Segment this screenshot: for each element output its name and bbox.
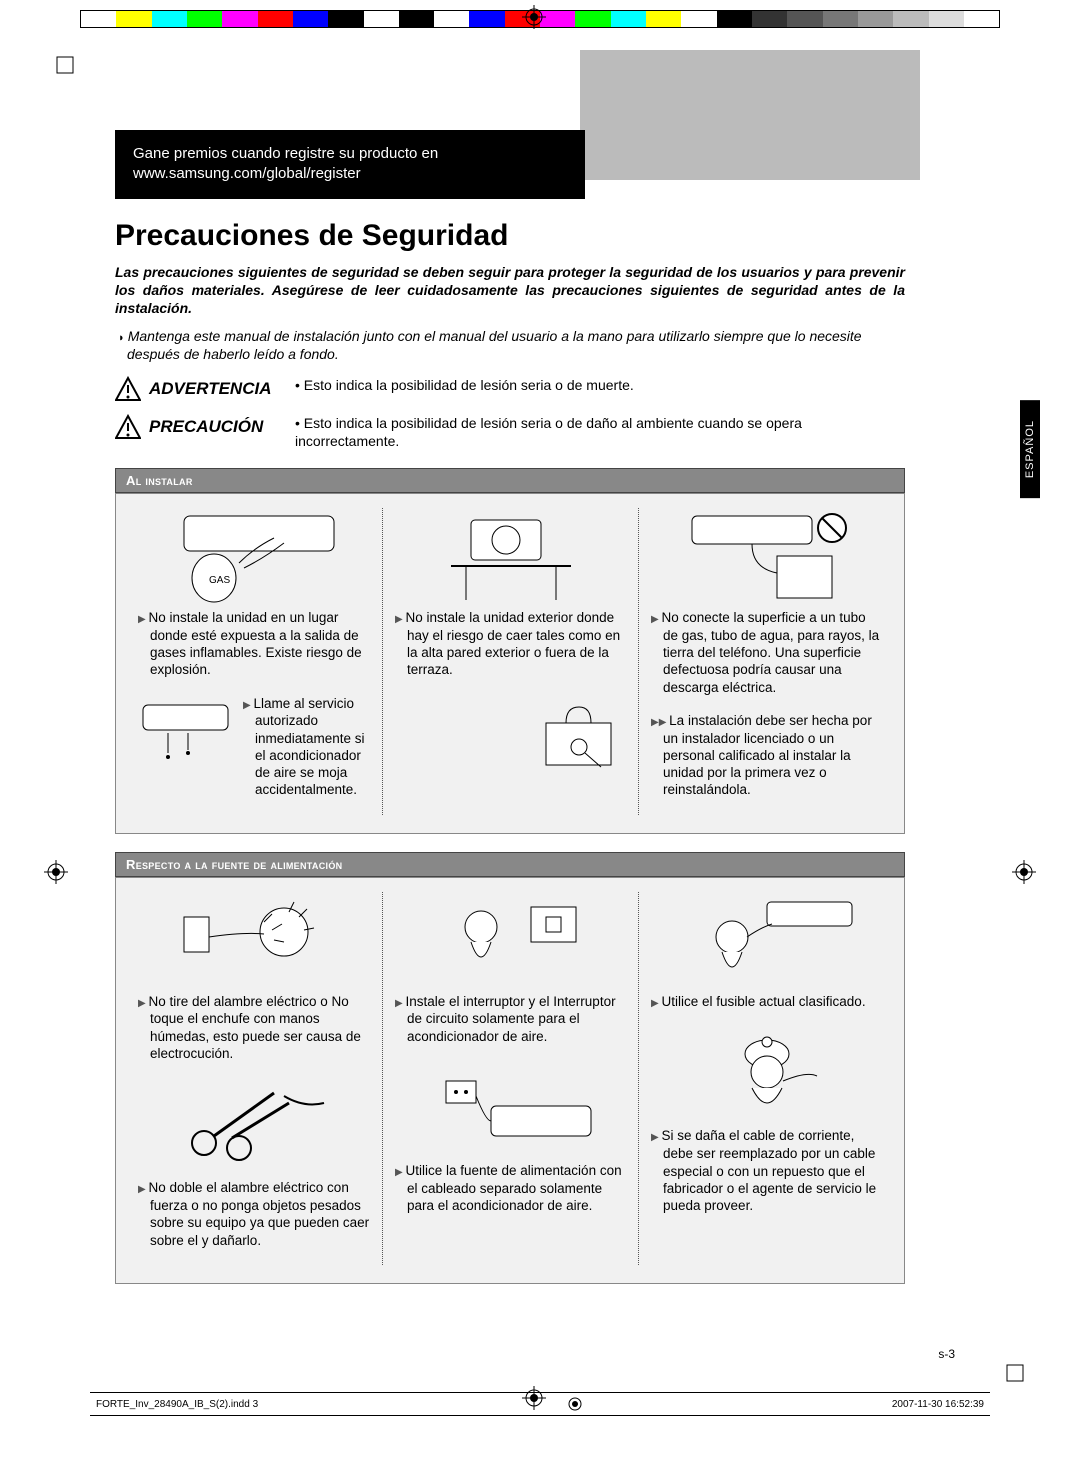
page-content: Gane premios cuando registre su producto… bbox=[115, 130, 905, 1284]
caution-label: PRECAUCIÓN bbox=[149, 417, 263, 437]
caution-row: PRECAUCIÓN • Esto indica la posibilidad … bbox=[115, 414, 905, 450]
registration-mark-icon bbox=[56, 56, 74, 74]
page-number: s-3 bbox=[938, 1347, 955, 1361]
install-col-2: No instale la unidad exterior donde hay … bbox=[382, 508, 638, 815]
illus-scissors-cord bbox=[138, 1078, 370, 1173]
warning-text: • Esto indica la posibilidad de lesión s… bbox=[295, 376, 905, 394]
illus-wet-hand-plug bbox=[138, 892, 370, 987]
section-power-title: Respecto a la fuente de alimentación bbox=[115, 852, 905, 877]
caption-installer: La instalación debe ser hecha por un ins… bbox=[651, 712, 882, 799]
manual-note: Mantenga este manual de instalación junt… bbox=[115, 327, 905, 363]
svg-text:GAS: GAS bbox=[209, 575, 230, 586]
registration-target-icon bbox=[522, 5, 546, 29]
registration-mark-icon bbox=[1006, 1364, 1024, 1382]
registration-target-icon bbox=[1012, 860, 1036, 884]
caution-text: • Esto indica la posibilidad de lesión s… bbox=[295, 414, 905, 450]
power-col-3: Utilice el fusible actual clasificado. S… bbox=[638, 892, 894, 1265]
banner-line-1: Gane premios cuando registre su producto… bbox=[133, 145, 438, 162]
illus-outlet-unit bbox=[395, 1061, 626, 1156]
caption-fall: No instale la unidad exterior donde hay … bbox=[395, 609, 626, 679]
footer-timestamp: 2007-11-30 16:52:39 bbox=[892, 1399, 984, 1410]
caption-fuse: Utilice el fusible actual clasificado. bbox=[651, 993, 882, 1011]
print-footer: FORTE_Inv_28490A_IB_S(2).indd 3 2007-11-… bbox=[90, 1392, 990, 1416]
registration-target-icon bbox=[44, 860, 68, 884]
warning-triangle-icon bbox=[115, 376, 141, 402]
caption-bend-cord: No doble el alambre eléctrico con fuerza… bbox=[138, 1179, 370, 1249]
caption-wet-hand: No tire del alambre eléctrico o No toque… bbox=[138, 993, 370, 1063]
section-install-title: Al instalar bbox=[115, 468, 905, 493]
warning-heading: ADVERTENCIA bbox=[115, 376, 295, 402]
caption-replace-cord: Si se daña el cable de corriente, debe s… bbox=[651, 1127, 882, 1214]
warning-label: ADVERTENCIA bbox=[149, 379, 271, 399]
warning-row: ADVERTENCIA • Esto indica la posibilidad… bbox=[115, 376, 905, 402]
illus-water-drip bbox=[138, 695, 233, 775]
caution-heading: PRECAUCIÓN bbox=[115, 414, 295, 440]
caption-ground: No conecte la superficie a un tubo de ga… bbox=[651, 609, 882, 696]
illus-toolbox bbox=[531, 695, 626, 775]
caption-dedicated: Utilice la fuente de alimentación con el… bbox=[395, 1162, 626, 1214]
registration-banner: Gane premios cuando registre su producto… bbox=[115, 130, 585, 199]
section-install-panel: GAS No instale la unidad en un lugar don… bbox=[115, 493, 905, 834]
power-col-2: Instale el interruptor y el Interruptor … bbox=[382, 892, 638, 1265]
page-title: Precauciones de Seguridad bbox=[115, 219, 905, 253]
caption-breaker: Instale el interruptor y el Interruptor … bbox=[395, 993, 626, 1045]
install-col-3: No conecte la superficie a un tubo de ga… bbox=[638, 508, 894, 815]
warning-triangle-icon bbox=[115, 414, 141, 440]
caption-wet: Llame al servicio autorizado inmediatame… bbox=[243, 695, 370, 799]
section-power-panel: No tire del alambre eléctrico o No toque… bbox=[115, 877, 905, 1284]
caption-gas: No instale la unidad en un lugar donde e… bbox=[138, 609, 370, 679]
power-col-1: No tire del alambre eléctrico o No toque… bbox=[126, 892, 382, 1265]
banner-line-2: www.samsung.com/global/register bbox=[133, 165, 361, 182]
intro-paragraph: Las precauciones siguientes de seguridad… bbox=[115, 263, 905, 318]
illus-outdoor-table bbox=[395, 508, 626, 603]
illus-breaker-person bbox=[395, 892, 626, 987]
illus-no-ground bbox=[651, 508, 882, 603]
illus-service-person bbox=[651, 1026, 882, 1121]
install-col-1: GAS No instale la unidad en un lugar don… bbox=[126, 508, 382, 815]
illus-fuse-person bbox=[651, 892, 882, 987]
illus-gas-leak: GAS bbox=[138, 508, 370, 603]
language-tab: ESPAÑOL bbox=[1020, 400, 1040, 498]
footer-filename: FORTE_Inv_28490A_IB_S(2).indd 3 bbox=[96, 1399, 258, 1410]
registration-target-icon bbox=[567, 1396, 583, 1412]
